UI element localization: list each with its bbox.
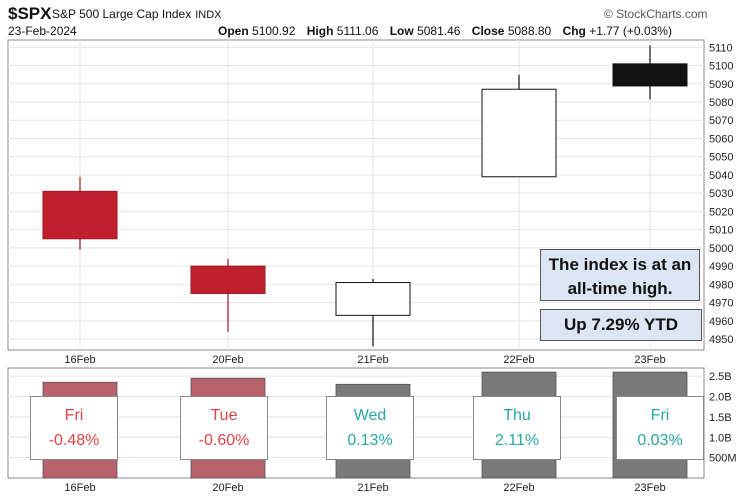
day-change-pct: 2.11% [494, 432, 540, 449]
day-change-pct: -0.60% [198, 432, 250, 449]
price-tick-label: 5020 [709, 206, 733, 218]
volume-tick-label: 1.0B [709, 432, 732, 444]
price-tick-label: 4960 [709, 316, 733, 328]
date-label: 23-Feb-2024 [8, 24, 77, 38]
ath-callout: The index is at an all-time high. [540, 249, 700, 301]
chg-value: +1.77 (+0.03%) [589, 24, 672, 38]
price-tick-label: 5110 [709, 42, 733, 54]
low-label: Low [389, 24, 414, 38]
day-change-pct: 0.13% [347, 432, 393, 449]
high-label: High [306, 24, 334, 38]
volume-date-label: 20Feb [212, 482, 243, 494]
chart-header: $SPX S&P 500 Large Cap Index INDX © Stock… [0, 0, 750, 40]
chg-label: Chg [562, 24, 586, 38]
price-tick-label: 5050 [709, 152, 733, 164]
open-value: 5100.92 [252, 24, 296, 38]
day-change-box: Fri -0.48% [30, 396, 118, 460]
volume-tick-label: 1.5B [709, 412, 732, 424]
candle-body [335, 282, 411, 316]
volume-tick-label: 2.0B [709, 392, 732, 404]
price-tick-label: 5080 [709, 97, 733, 109]
price-panel: 4950 4960 4970 4980 4990 5000 5010 5020 5030 5040… [7, 39, 733, 366]
price-tick-label: 5000 [709, 243, 733, 255]
price-tick-label: 5040 [709, 170, 733, 182]
volume-tick-label: 2.5B [709, 371, 732, 383]
symbol-label: $SPX [8, 4, 52, 23]
ohlc-readout: Open 5100.92 High 5111.06 Low 5081.46 Cl… [218, 24, 672, 38]
day-change-day: Wed [353, 407, 387, 424]
price-tick-label: 5090 [709, 79, 733, 91]
close-value: 5088.80 [507, 24, 552, 38]
price-date-label: 23Feb [634, 354, 665, 366]
index-name-text: S&P 500 Large Cap Index [52, 7, 192, 21]
open-label: Open [218, 24, 249, 38]
price-date-label: 20Feb [212, 354, 243, 366]
low-value: 5081.46 [417, 24, 461, 38]
price-tick-label: 5060 [709, 133, 733, 145]
index-name: S&P 500 Large Cap Index INDX [52, 7, 222, 21]
price-date-label: 16Feb [64, 354, 95, 366]
ath-callout-line1: The index is at an [548, 255, 692, 274]
price-tick-label: 5100 [709, 61, 733, 73]
exchange-label: INDX [195, 9, 222, 21]
brand-label: © StockCharts.com [604, 7, 708, 21]
day-change-box: Thu 2.11% [473, 396, 561, 460]
day-change-day: Fri [64, 407, 84, 424]
volume-date-label: 16Feb [64, 482, 95, 494]
day-change-day: Fri [650, 407, 670, 424]
volume-date-label: 21Feb [357, 482, 388, 494]
high-value: 5111.06 [336, 24, 379, 38]
price-date-label: 22Feb [503, 354, 534, 366]
candle-body [42, 190, 118, 240]
day-change-box: Fri 0.03% [616, 396, 704, 460]
day-change-pct: 0.03% [637, 432, 683, 449]
candle-body [190, 265, 266, 294]
price-tick-label: 4970 [709, 298, 733, 310]
day-change-box: Wed 0.13% [326, 396, 414, 460]
ath-callout-line2: all-time high. [567, 279, 673, 298]
volume-date-label: 22Feb [503, 482, 534, 494]
price-date-label: 21Feb [357, 354, 388, 366]
volume-date-label: 23Feb [634, 482, 665, 494]
ytd-callout: Up 7.29% YTD [540, 309, 702, 341]
price-tick-label: 5030 [709, 188, 733, 200]
ytd-callout-text: Up 7.29% YTD [563, 315, 678, 334]
price-tick-label: 4950 [709, 334, 733, 346]
volume-tick-label: 500M [709, 453, 737, 465]
price-tick-label: 5010 [709, 225, 733, 237]
price-tick-label: 4980 [709, 279, 733, 291]
candle-body [612, 63, 688, 87]
day-change-box: Tue -0.60% [180, 396, 268, 460]
day-change-day: Tue [210, 407, 238, 424]
price-tick-label: 4990 [709, 261, 733, 273]
close-label: Close [471, 24, 505, 38]
day-change-pct: -0.48% [48, 432, 100, 449]
price-tick-label: 5070 [709, 115, 733, 127]
day-change-day: Thu [503, 407, 531, 424]
candle-body [481, 88, 557, 178]
